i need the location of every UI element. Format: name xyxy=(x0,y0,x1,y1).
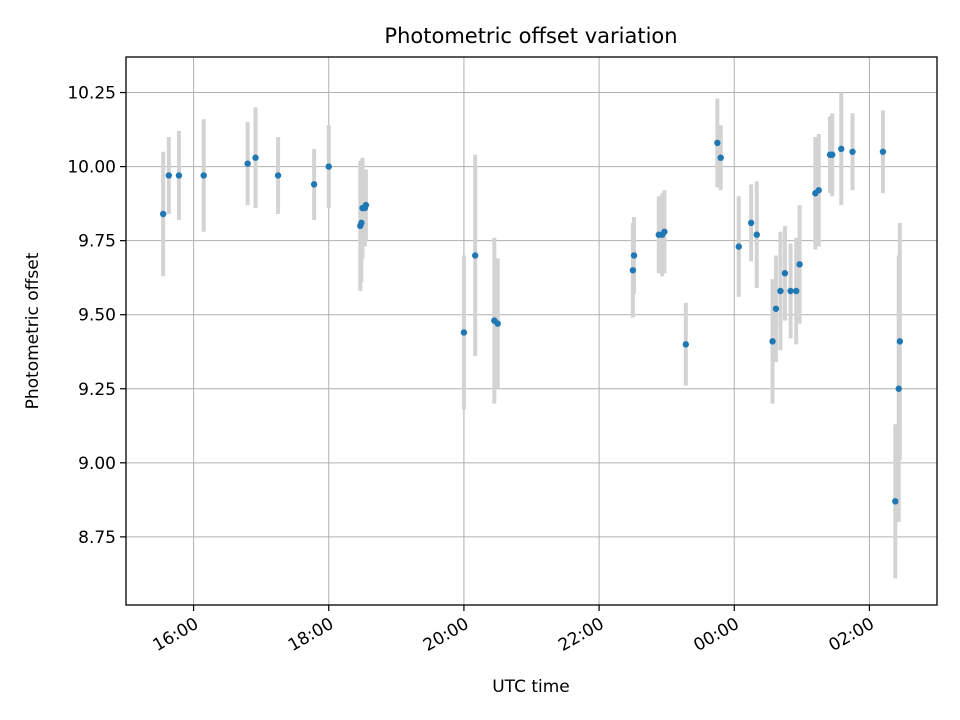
data-point xyxy=(781,270,789,277)
y-tick-label: 10.00 xyxy=(67,158,116,178)
y-axis-ticks: 8.75 9.00 9.25 9.50 9.75 10.00 10.25 xyxy=(67,84,126,548)
data-point xyxy=(735,243,742,250)
data-point xyxy=(787,287,794,295)
data-point xyxy=(896,338,904,345)
data-point xyxy=(310,181,318,188)
data-point xyxy=(200,172,207,179)
data-point xyxy=(661,228,668,235)
data-points xyxy=(159,139,904,505)
grid xyxy=(126,57,937,605)
data-point xyxy=(244,160,251,167)
data-point xyxy=(769,338,776,345)
data-point xyxy=(747,219,755,227)
data-point xyxy=(165,172,173,179)
y-tick-label: 10.25 xyxy=(67,84,116,104)
data-point xyxy=(629,267,637,274)
data-point xyxy=(252,154,259,161)
data-point xyxy=(471,252,479,259)
data-point xyxy=(630,252,638,259)
data-point xyxy=(815,187,822,194)
data-point xyxy=(362,201,370,209)
data-point xyxy=(175,172,183,179)
y-axis-label: Photometric offset xyxy=(23,252,43,409)
data-point xyxy=(849,148,856,155)
data-point xyxy=(358,219,365,227)
data-point xyxy=(829,151,836,158)
data-point xyxy=(879,148,887,155)
data-point xyxy=(274,172,282,179)
data-point xyxy=(460,329,468,336)
chart-title: Photometric offset variation xyxy=(384,24,677,48)
data-point xyxy=(892,498,899,505)
data-point xyxy=(494,320,501,327)
y-tick-label: 9.50 xyxy=(78,306,116,326)
y-tick-label: 8.75 xyxy=(78,528,116,548)
data-point xyxy=(772,305,780,312)
y-tick-label: 9.25 xyxy=(78,380,116,400)
data-point xyxy=(793,287,800,295)
data-point xyxy=(777,287,784,295)
data-point xyxy=(714,139,721,147)
data-point xyxy=(796,261,803,268)
data-point xyxy=(895,385,902,392)
y-tick-label: 9.00 xyxy=(78,454,116,474)
data-point xyxy=(753,231,760,238)
x-axis-label: UTC time xyxy=(492,677,570,697)
data-point xyxy=(159,210,167,218)
plot-frame xyxy=(125,56,938,606)
data-point xyxy=(838,145,845,153)
data-point xyxy=(682,341,690,348)
data-point xyxy=(717,154,724,161)
y-tick-label: 9.75 xyxy=(78,232,116,252)
data-point xyxy=(325,163,332,170)
